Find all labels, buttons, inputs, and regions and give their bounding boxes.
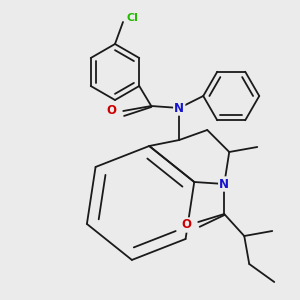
Text: N: N — [219, 178, 229, 190]
Text: O: O — [181, 218, 191, 232]
Text: Cl: Cl — [126, 13, 138, 23]
Text: O: O — [106, 103, 116, 116]
Text: N: N — [174, 101, 184, 115]
